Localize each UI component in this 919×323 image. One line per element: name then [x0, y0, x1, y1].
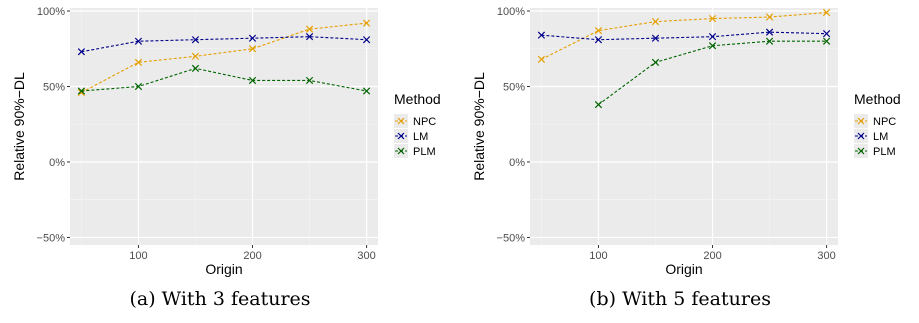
chart-a-y-tick-label: 100% [37, 6, 65, 18]
chart-b-legend-key-marker-plm [857, 147, 865, 155]
chart-b-series-npc-point [594, 27, 603, 35]
chart-b-series-lm-point [822, 30, 831, 38]
chart-a-series-plm-point [77, 87, 86, 95]
chart-a-series-lm-point [134, 37, 143, 45]
chart-a-caption: (a) With 3 features [129, 288, 311, 310]
chart-a-series-plm-point [362, 87, 371, 95]
chart-a-series-npc-point [362, 19, 371, 27]
chart-b-series-plm-point [822, 37, 831, 45]
chart-a-series-lm-point [191, 36, 200, 44]
chart-a-legend-label-lm: LM [413, 131, 428, 143]
chart-b-series-lm-point [765, 28, 774, 36]
chart-b-series-npc-line [541, 11, 827, 60]
chart-a-series-npc-line [81, 22, 367, 94]
chart-b-series-lm-line [541, 31, 827, 41]
chart-a-y-tick-label: −50% [37, 232, 66, 244]
chart-a-series-plm-point [305, 76, 314, 85]
chart-a-svg: 100 200 300 −50% 0% 50% 100% Origin Relative 90%… [11, 6, 441, 277]
chart-b-y-tick-label: 0% [509, 157, 525, 169]
chart-a-series-lm-point [305, 33, 314, 41]
chart-b-series-npc-point [537, 55, 546, 63]
chart-panel-a: 100 200 300 −50% 0% 50% 100% Origin Relative 90%… [0, 0, 459, 323]
chart-a-y-tick-label: 50% [43, 81, 65, 93]
chart-a-y-axis-title: Relative 90%−DL [11, 72, 27, 181]
chart-b-series-lm-point [708, 33, 717, 41]
chart-b-series-lm-point [594, 36, 603, 44]
chart-a-plot-background [70, 8, 378, 245]
chart-a-series-plm-point [134, 82, 143, 91]
chart-b-legend-key-marker-npc [857, 117, 865, 125]
chart-a-y-tick-label: 0% [49, 157, 65, 169]
chart-a-series-plm-point [191, 64, 200, 73]
chart-a-series-npc-point [191, 52, 200, 60]
chart-a-x-axis-title: Origin [205, 261, 242, 277]
chart-b-series-plm-point [765, 37, 774, 45]
chart-b-x-tick-label: 100 [589, 250, 607, 262]
chart-a-legend-key-marker-plm [397, 147, 405, 155]
chart-a-x-tick-label: 200 [243, 250, 261, 262]
chart-b-x-axis-title: Origin [665, 261, 702, 277]
chart-b-series-npc-point [708, 14, 717, 23]
chart-a-series-lm-point [248, 34, 257, 42]
chart-b-series-npc-point [822, 8, 831, 17]
chart-b-series-lm-point [537, 31, 546, 39]
chart-b-series-plm-point [594, 100, 603, 109]
chart-b-y-axis-title: Relative 90%−DL [471, 72, 487, 181]
chart-a-series-lm-point [362, 36, 371, 44]
chart-a-x-tick-label: 100 [129, 250, 147, 262]
chart-panel-b: 100 200 300 −50% 0% 50% 100% Origin Relative 90%… [460, 0, 919, 323]
chart-b-series-plm-point [708, 42, 717, 50]
chart-b-series-plm-point [651, 58, 660, 66]
chart-a-series-npc-point [305, 25, 314, 33]
chart-b-legend-label-lm: LM [873, 131, 888, 143]
chart-a-series-lm-point [77, 48, 86, 56]
chart-a-legend-key-marker-lm [397, 132, 405, 140]
chart-a-series-plm-point [248, 76, 257, 85]
chart-b-y-tick-label: 100% [497, 6, 525, 18]
chart-b-series-lm-point [651, 34, 660, 42]
chart-b-x-tick-label: 300 [817, 250, 835, 262]
chart-a-x-tick-label: 300 [357, 250, 375, 262]
chart-b-series-npc-point [765, 13, 774, 21]
chart-b-x-tick-label: 200 [703, 250, 721, 262]
chart-b-series-npc-point [651, 17, 660, 26]
chart-b-y-tick-label: 50% [503, 81, 525, 93]
chart-b-legend-title: Method [854, 91, 901, 107]
chart-b-y-tick-label: −50% [497, 232, 526, 244]
chart-b-caption: (b) With 5 features [589, 288, 771, 310]
chart-b-legend-label-plm: PLM [873, 146, 896, 158]
chart-b-svg: 100 200 300 −50% 0% 50% 100% Origin Relative 90%… [471, 6, 901, 277]
chart-a-legend-label-npc: NPC [413, 116, 436, 128]
chart-a-legend-title: Method [394, 91, 441, 107]
chart-a-legend-label-plm: PLM [413, 146, 436, 158]
chart-a-series-npc-point [248, 45, 257, 53]
chart-b-legend-label-npc: NPC [873, 116, 896, 128]
chart-b-legend-key-marker-lm [857, 132, 865, 140]
chart-b-plot-background [530, 8, 838, 245]
chart-a-series-npc-point [134, 58, 143, 66]
chart-a-legend-key-marker-npc [397, 117, 405, 125]
chart-a-series-plm-line [81, 67, 367, 92]
